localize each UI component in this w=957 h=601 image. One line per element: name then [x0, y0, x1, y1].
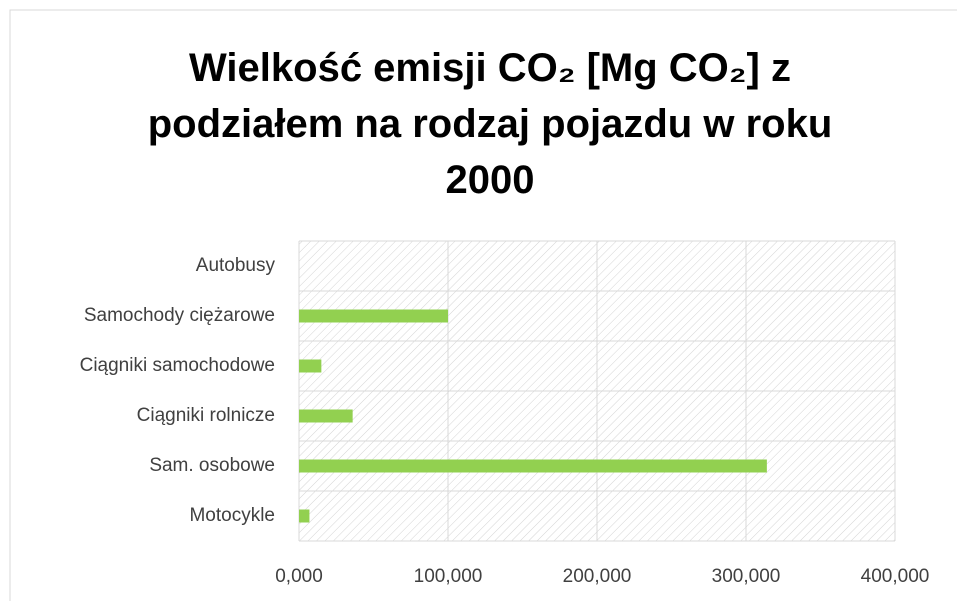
title-box: Wielkość emisji CO₂ [Mg CO₂] z podziałem…: [147, 46, 833, 202]
x-tick-label: 100,000: [414, 566, 483, 587]
bar: [299, 459, 767, 473]
chart-border: [9, 9, 957, 601]
bar: [299, 509, 310, 523]
y-tick-label: Autobusy: [196, 255, 276, 276]
y-tick-label: Samochody ciężarowe: [84, 305, 275, 326]
x-tick-label: 400,000: [861, 566, 930, 587]
bar: [299, 359, 322, 373]
chart-title: Wielkość emisji CO₂ [Mg CO₂] z podziałem…: [147, 46, 833, 202]
y-tick-label: Sam. osobowe: [149, 455, 275, 476]
x-tick-label: 300,000: [712, 566, 781, 587]
x-tick-label: 200,000: [563, 566, 632, 587]
x-tick-label: 0,000: [275, 566, 323, 587]
y-tick-label: Ciągniki samochodowe: [80, 355, 275, 376]
y-tick-label: Motocykle: [189, 505, 275, 526]
bar: [299, 409, 353, 423]
y-tick-label: Ciągniki rolnicze: [137, 405, 275, 426]
bar: [299, 309, 448, 323]
